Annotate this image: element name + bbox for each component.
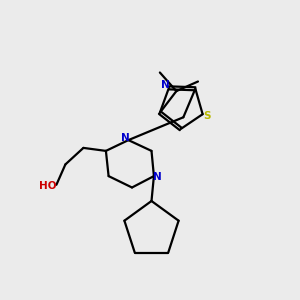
- Text: HO: HO: [39, 181, 57, 191]
- Text: S: S: [203, 111, 211, 121]
- Text: N: N: [153, 172, 162, 182]
- Text: N: N: [161, 80, 170, 90]
- Text: N: N: [121, 133, 130, 143]
